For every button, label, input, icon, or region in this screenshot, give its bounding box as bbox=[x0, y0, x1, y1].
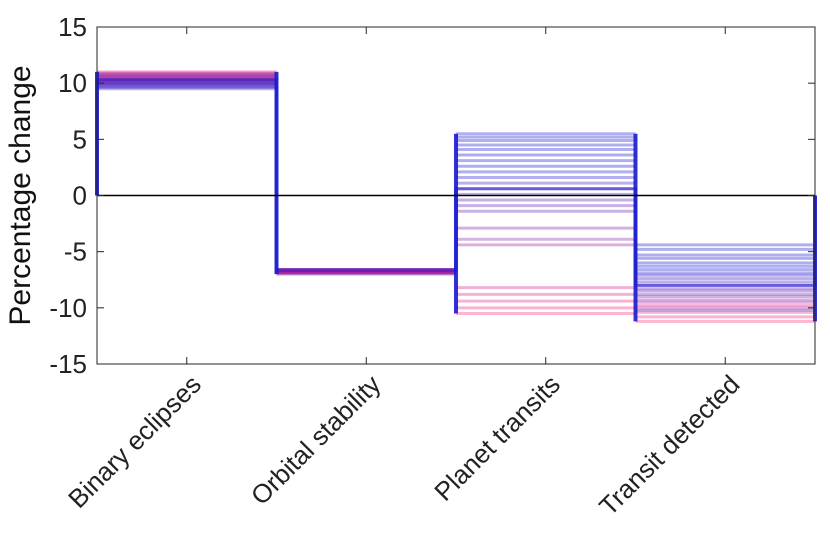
y-tick-label: 0 bbox=[73, 181, 87, 211]
series-5 bbox=[97, 82, 815, 275]
x-tick-label: Orbital stability bbox=[245, 369, 387, 511]
y-tick-label: 15 bbox=[58, 12, 87, 42]
series-17 bbox=[97, 82, 815, 299]
x-tick-label: Planet transits bbox=[428, 369, 566, 507]
y-tick-label: -15 bbox=[49, 349, 87, 379]
y-axis-title: Percentage change bbox=[4, 65, 37, 325]
median-step-line bbox=[95, 78, 817, 287]
y-tick-label: 5 bbox=[73, 124, 87, 154]
y-tick-label: 10 bbox=[58, 68, 87, 98]
y-tick-label: -10 bbox=[49, 293, 87, 323]
x-tick-label: Transit detected bbox=[593, 369, 745, 521]
y-tick-label: -5 bbox=[64, 237, 87, 267]
x-tick-label: Binary eclipses bbox=[62, 369, 207, 514]
series-layer bbox=[95, 70, 817, 323]
